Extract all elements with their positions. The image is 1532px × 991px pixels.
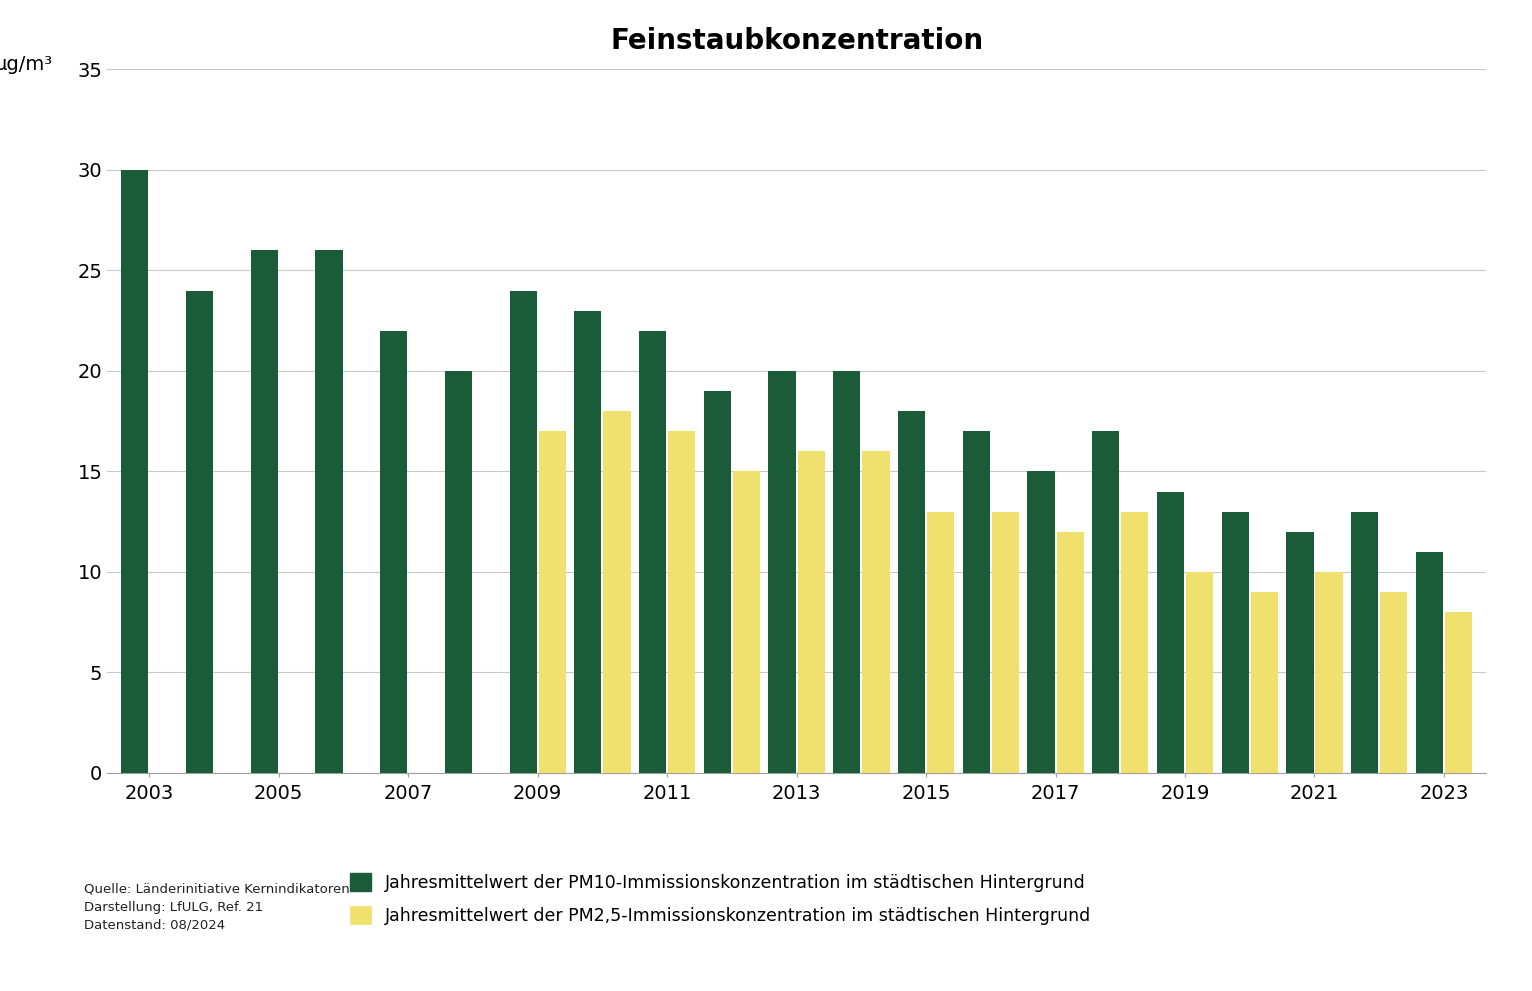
Bar <box>380 331 408 773</box>
Bar <box>444 371 472 773</box>
Bar <box>604 411 631 773</box>
Bar <box>1057 532 1083 773</box>
Bar <box>991 511 1019 773</box>
Bar <box>703 391 731 773</box>
Bar <box>1186 572 1213 773</box>
Bar <box>798 451 824 773</box>
Bar <box>639 331 666 773</box>
Bar <box>185 290 213 773</box>
Bar <box>251 251 277 773</box>
Legend: Jahresmittelwert der PM10-Immissionskonzentration im städtischen Hintergrund, Ja: Jahresmittelwert der PM10-Immissionskonz… <box>351 873 1091 925</box>
Bar <box>833 371 861 773</box>
Bar <box>1316 572 1342 773</box>
Bar <box>539 431 565 773</box>
Text: Quelle: Länderinitiative Kernindikatoren
Darstellung: LfULG, Ref. 21
Datenstand:: Quelle: Länderinitiative Kernindikatoren… <box>84 883 349 932</box>
Bar <box>732 472 760 773</box>
Bar <box>1380 592 1408 773</box>
Bar <box>574 310 602 773</box>
Bar <box>1121 511 1149 773</box>
Bar <box>863 451 890 773</box>
Bar <box>1250 592 1278 773</box>
Bar <box>769 371 795 773</box>
Y-axis label: μg/m³: μg/m³ <box>0 55 52 74</box>
Bar <box>1351 511 1379 773</box>
Bar <box>1092 431 1120 773</box>
Bar <box>316 251 343 773</box>
Bar <box>1287 532 1313 773</box>
Bar <box>1221 511 1249 773</box>
Bar <box>1157 492 1184 773</box>
Bar <box>1028 472 1054 773</box>
Title: Feinstaubkonzentration: Feinstaubkonzentration <box>610 27 984 55</box>
Bar <box>1416 552 1443 773</box>
Bar <box>1445 612 1472 773</box>
Bar <box>898 411 925 773</box>
Bar <box>927 511 954 773</box>
Bar <box>510 290 536 773</box>
Bar <box>962 431 990 773</box>
Bar <box>121 169 149 773</box>
Bar <box>668 431 696 773</box>
